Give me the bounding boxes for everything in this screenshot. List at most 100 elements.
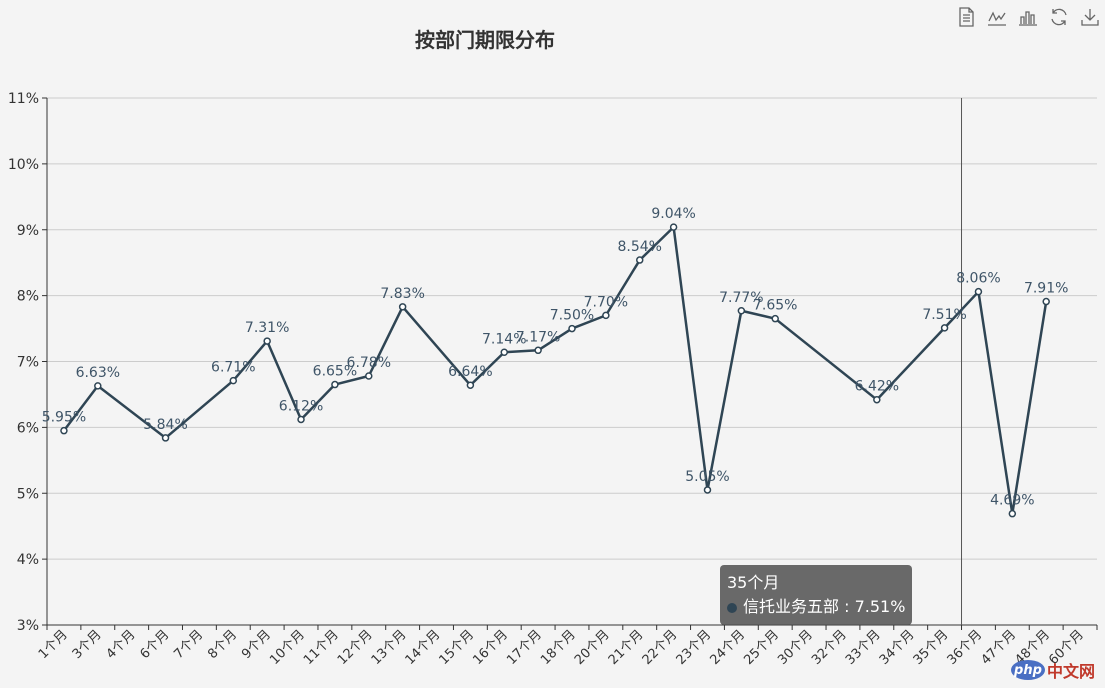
x-tick-label: 21个月 [606,627,647,668]
data-label: 7.83% [380,286,424,302]
y-tick-label: 7% [17,355,39,371]
restore-icon[interactable] [1048,6,1070,28]
x-tick-label: 23个月 [674,627,715,668]
data-label: 8.54% [617,239,661,255]
x-tick-label: 8个月 [205,627,240,662]
x-tick-label: 33个月 [843,627,884,668]
data-label: 6.65% [313,364,357,380]
data-point [635,256,644,264]
data-point [161,434,170,442]
x-tick-label: 25个月 [741,627,782,668]
x-tick-label: 36个月 [945,627,986,668]
data-label: 7.51% [922,307,966,323]
data-label: 6.71% [211,360,255,376]
data-view-icon[interactable] [955,6,977,28]
data-label: 7.65% [753,298,797,314]
x-tick-label: 7个月 [171,627,206,662]
data-label: 8.06% [956,271,1000,287]
data-point [500,348,509,357]
x-tick-label: 14个月 [403,627,444,668]
y-tick-label: 11% [8,91,39,107]
x-tick-label: 1个月 [36,627,71,662]
x-tick-label: 16个月 [470,627,511,668]
x-tick-label: 3个月 [70,627,105,662]
x-tick-label: 22个月 [640,627,681,668]
tooltip-separator: : [839,597,855,616]
data-point [229,376,238,385]
tooltip: 35个月 信托业务五部 : 7.51% [720,565,913,625]
tooltip-category: 35个月 [727,573,780,592]
y-tick-label: 9% [17,223,39,239]
watermark-text: 中文网 [1046,662,1095,681]
line-chart-icon[interactable] [986,6,1008,28]
series-line [62,225,1048,515]
x-tick-label: 32个月 [809,627,850,668]
data-point [974,287,983,296]
data-label: 7.70% [584,294,628,310]
data-label: 7.77% [719,290,763,306]
series-color-dot [727,602,737,613]
x-tick-label: 20个月 [572,627,613,668]
x-tick-label: 34个月 [877,627,918,668]
data-label: 9.04% [651,206,695,222]
data-point [60,426,68,435]
data-point [365,372,373,380]
y-tick-label: 8% [17,289,39,305]
watermark: php 中文网 [1010,658,1095,682]
data-point [331,380,339,389]
tooltip-value: 7.51% [854,597,906,616]
data-label: 6.64% [448,364,492,380]
data-point [1008,509,1017,518]
data-point [873,395,881,404]
data-point [297,415,305,424]
y-tick-label: 6% [17,420,39,436]
data-point [1042,297,1050,306]
chart-title: 按部门期限分布 [415,28,555,52]
y-tick-label: 4% [17,552,39,568]
bar-chart-icon[interactable] [1017,6,1039,28]
data-label: 5.95% [42,410,86,426]
watermark-php-badge: php [1010,660,1045,680]
x-tick-label: 4个月 [104,627,139,662]
data-label: 7.17% [516,329,560,345]
data-point [263,337,271,345]
data-point [466,381,475,389]
data-label: 7.31% [245,320,289,336]
x-tick-label: 15个月 [437,627,478,668]
data-point [398,303,407,311]
tooltip-entry: 信托业务五部 : 7.51% [727,595,905,619]
x-tick-label: 30个月 [775,627,816,668]
data-point [94,382,102,390]
data-point [703,486,712,494]
tooltip-series: 信托业务五部 [743,597,840,616]
data-label: 5.05% [685,469,729,485]
x-tick-label: 6个月 [138,627,173,662]
data-point [771,314,779,323]
data-label: 6.42% [855,379,899,395]
data-point [568,324,576,333]
y-tick-label: 5% [17,486,39,502]
data-point [940,324,949,332]
x-tick-label: 13个月 [369,627,410,668]
data-label: 7.91% [1024,281,1068,297]
data-label: 6.78% [347,355,391,371]
x-tick-label: 24个月 [707,627,748,668]
data-label: 7.50% [550,308,594,324]
x-tick-label: 10个月 [267,627,308,668]
data-point [669,223,678,231]
toolbox [955,6,1101,28]
y-tick-label: 10% [8,157,39,173]
x-tick-label: 12个月 [335,627,376,668]
data-label: 5.84% [143,417,187,433]
data-point [534,346,542,355]
x-tick-label: 18个月 [538,627,579,668]
data-point [602,311,610,320]
x-tick-label: 35个月 [911,627,952,668]
x-tick-label: 11个月 [301,627,342,668]
data-point [737,307,746,315]
data-label: 7.14% [482,331,526,347]
save-image-icon[interactable] [1079,6,1101,28]
data-label: 6.12% [279,398,323,414]
data-label: 4.69% [990,493,1034,509]
